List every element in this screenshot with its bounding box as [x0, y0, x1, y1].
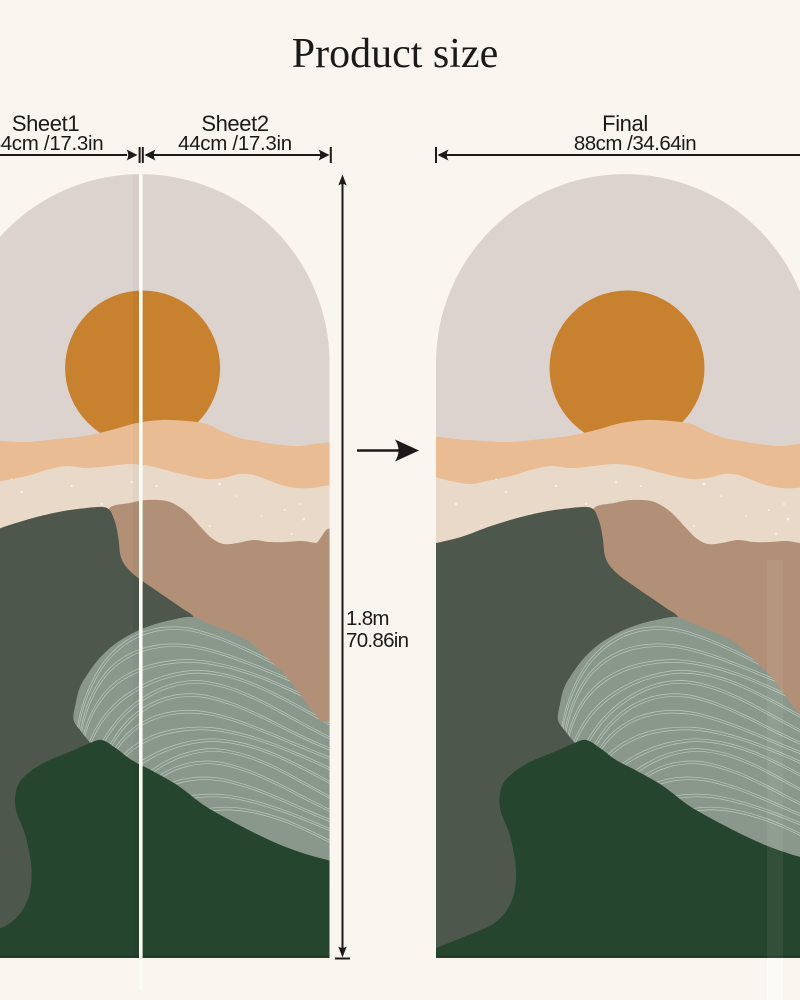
svg-text:44cm /17.3in: 44cm /17.3in — [178, 132, 292, 155]
svg-text:88cm /34.64in: 88cm /34.64in — [574, 132, 696, 155]
svg-text:1.8m: 1.8m — [346, 607, 389, 630]
svg-text:Product size: Product size — [292, 31, 498, 77]
svg-text:Sheet1: Sheet1 — [12, 111, 79, 136]
svg-text:70.86in: 70.86in — [346, 629, 409, 652]
svg-text:44cm /17.3in: 44cm /17.3in — [0, 132, 103, 155]
svg-text:Sheet2: Sheet2 — [201, 111, 268, 136]
svg-text:Final: Final — [602, 111, 648, 136]
